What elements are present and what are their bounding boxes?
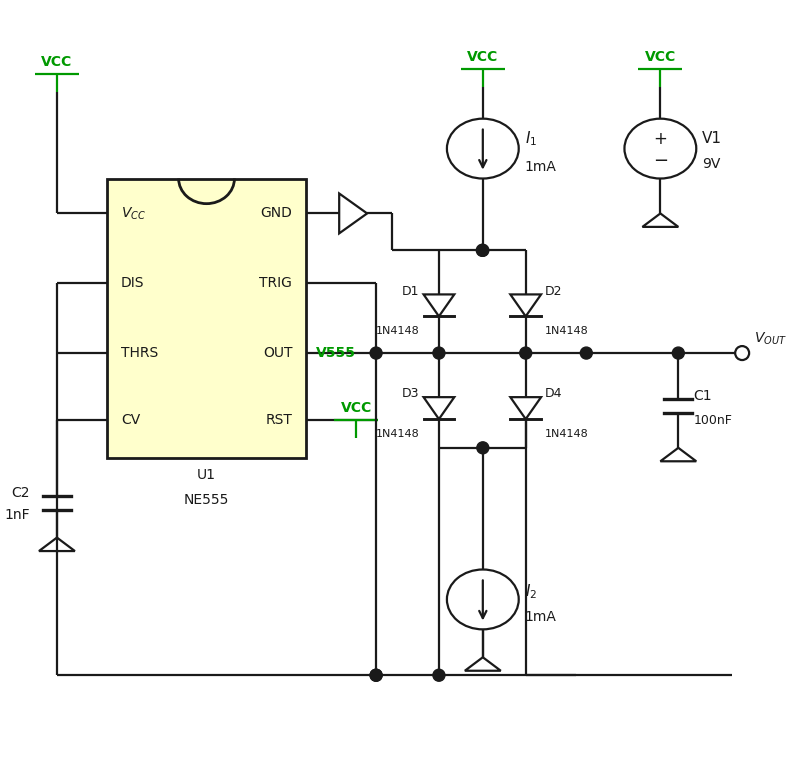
Text: 9V: 9V: [702, 157, 721, 171]
Circle shape: [580, 347, 592, 359]
Polygon shape: [423, 294, 454, 316]
Text: DIS: DIS: [121, 276, 144, 290]
Text: $V_{OUT}$: $V_{OUT}$: [754, 331, 787, 347]
Text: GND: GND: [261, 206, 292, 221]
Text: 1nF: 1nF: [4, 508, 30, 522]
Circle shape: [433, 669, 445, 681]
Text: $V_{CC}$: $V_{CC}$: [121, 205, 146, 221]
Circle shape: [370, 669, 382, 681]
Circle shape: [477, 442, 489, 454]
Text: −: −: [653, 152, 668, 170]
Text: VCC: VCC: [341, 401, 372, 415]
Circle shape: [520, 347, 532, 359]
Text: 1mA: 1mA: [525, 159, 557, 174]
Text: 100nF: 100nF: [694, 415, 732, 428]
Text: $I_1$: $I_1$: [525, 130, 537, 148]
Text: VCC: VCC: [645, 50, 676, 64]
Circle shape: [370, 669, 382, 681]
Circle shape: [370, 347, 382, 359]
Circle shape: [735, 346, 749, 360]
Text: 1N4148: 1N4148: [376, 429, 419, 439]
Text: V1: V1: [702, 131, 722, 146]
Circle shape: [672, 347, 684, 359]
Text: C2: C2: [11, 486, 30, 500]
Text: 1N4148: 1N4148: [545, 429, 589, 439]
Text: C1: C1: [694, 389, 712, 403]
Text: D3: D3: [402, 387, 419, 400]
Text: 1mA: 1mA: [525, 610, 557, 625]
Polygon shape: [510, 397, 541, 419]
Circle shape: [477, 244, 489, 256]
Text: D4: D4: [545, 387, 562, 400]
Text: TRIG: TRIG: [259, 276, 292, 290]
Text: D1: D1: [402, 285, 419, 298]
Text: 1N4148: 1N4148: [545, 326, 589, 336]
Text: U1: U1: [197, 468, 216, 482]
Circle shape: [476, 244, 488, 256]
Text: 1N4148: 1N4148: [376, 326, 419, 336]
Polygon shape: [423, 397, 454, 419]
Text: VCC: VCC: [42, 55, 73, 69]
Text: D2: D2: [545, 285, 562, 298]
Text: RST: RST: [266, 413, 292, 427]
Text: OUT: OUT: [263, 346, 292, 360]
Polygon shape: [510, 294, 541, 316]
Polygon shape: [339, 193, 367, 233]
FancyBboxPatch shape: [106, 179, 306, 458]
Text: THRS: THRS: [121, 346, 158, 360]
Text: +: +: [654, 130, 667, 148]
Text: $I_2$: $I_2$: [525, 582, 537, 601]
Text: V555: V555: [316, 346, 356, 360]
Text: CV: CV: [121, 413, 140, 427]
Text: VCC: VCC: [467, 50, 498, 64]
Text: NE555: NE555: [184, 493, 230, 506]
Circle shape: [433, 347, 445, 359]
